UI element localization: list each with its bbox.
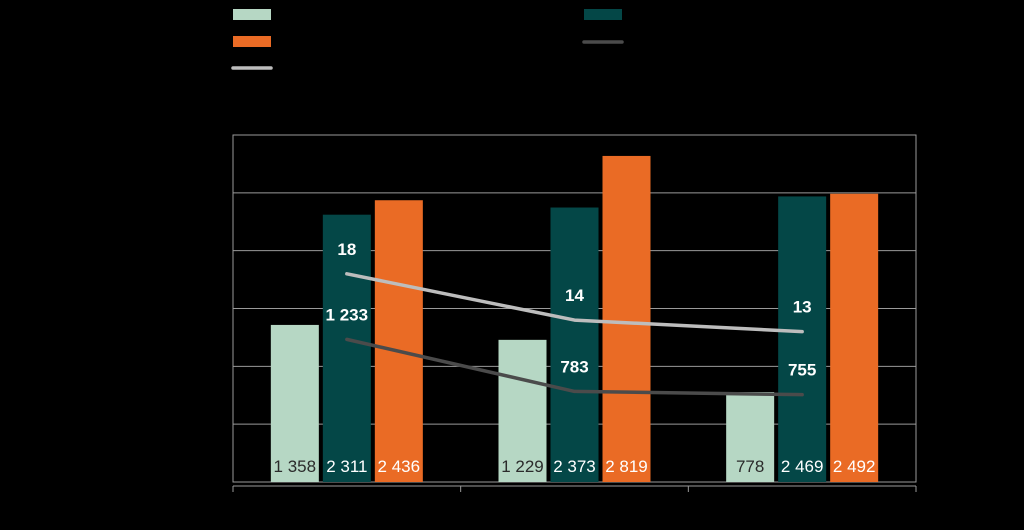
bar-s0-c2 — [726, 392, 775, 482]
bar-s0-c0 — [270, 324, 319, 482]
line-label-s0-c0: 18 — [337, 240, 356, 259]
bar-s2-c1 — [602, 155, 651, 482]
line-series-1 — [345, 337, 804, 397]
legend-marker-bar-light — [233, 9, 271, 20]
bar-s2-c2 — [830, 193, 879, 482]
bar-s1-c0 — [322, 214, 371, 482]
bar-s1-c2 — [778, 196, 827, 482]
bar-label-s2-c0: 2 436 — [378, 457, 421, 476]
bar-s0-c1 — [498, 339, 547, 482]
bar-label-s0-c2: 778 — [736, 457, 764, 476]
legend-marker-bar-dark — [584, 9, 622, 20]
line-label-s1-c0: 1 233 — [326, 305, 369, 324]
bar-label-s0-c0: 1 358 — [274, 457, 317, 476]
bar-label-s0-c1: 1 229 — [501, 457, 544, 476]
line-series-0 — [345, 272, 804, 334]
line-label-s1-c1: 783 — [560, 357, 588, 376]
bar-label-s1-c0: 2 311 — [326, 457, 367, 476]
line-label-s0-c2: 13 — [793, 298, 812, 317]
bar-s2-c0 — [374, 200, 423, 482]
bar-label-s2-c2: 2 492 — [833, 457, 876, 476]
line-label-s0-c1: 14 — [565, 286, 584, 305]
bar-label-s2-c1: 2 819 — [605, 457, 648, 476]
bar-s1-c1 — [550, 207, 599, 482]
legend-marker-bar-orange — [233, 36, 271, 47]
bar-label-s1-c1: 2 373 — [553, 457, 596, 476]
line-label-s1-c2: 755 — [788, 361, 816, 380]
bar-label-s1-c2: 2 469 — [781, 457, 824, 476]
